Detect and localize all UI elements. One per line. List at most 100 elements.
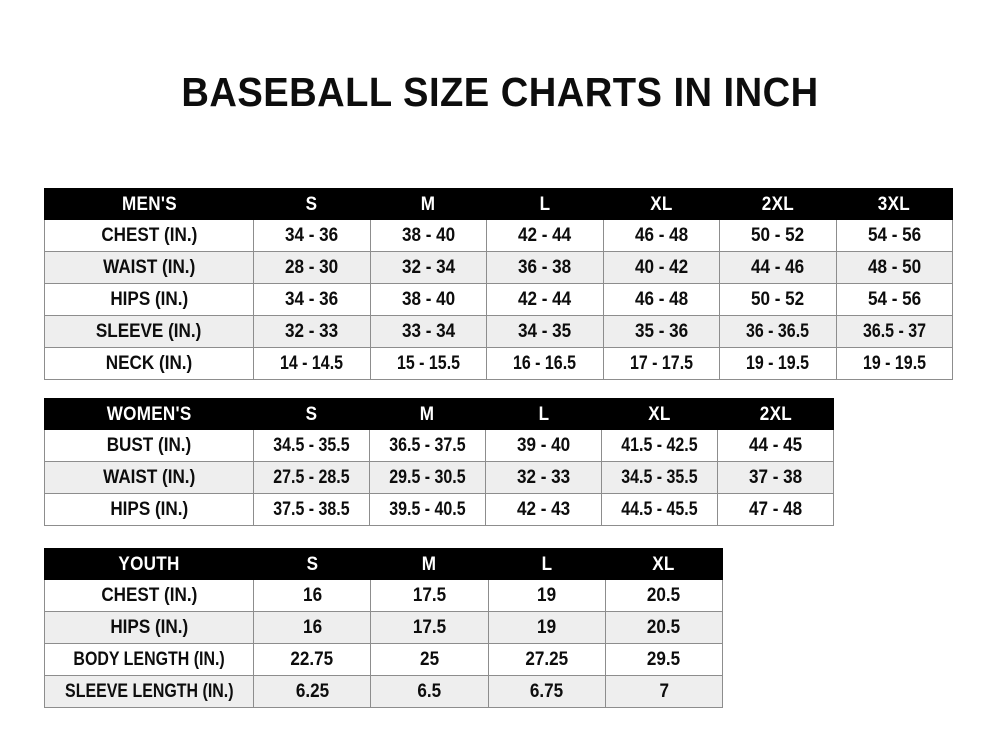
womens-waist-l: 32 - 33 bbox=[485, 461, 602, 494]
youth-chest-xl: 20.5 bbox=[604, 579, 724, 612]
mens-waist-s: 28 - 30 bbox=[253, 251, 371, 284]
youth-hips-s: 16 bbox=[252, 611, 372, 644]
womens-header-m: M bbox=[369, 398, 486, 430]
mens-waist-2xl: 44 - 46 bbox=[719, 251, 837, 284]
mens-waist-3xl: 48 - 50 bbox=[835, 251, 953, 284]
mens-chest-3xl: 54 - 56 bbox=[835, 219, 953, 252]
youth-header-m: M bbox=[370, 548, 489, 580]
womens-header-s: S bbox=[253, 398, 370, 430]
table-row: SLEEVE LENGTH (IN.) 6.25 6.5 6.75 7 bbox=[44, 675, 724, 708]
womens-bust-m: 36.5 - 37.5 bbox=[369, 429, 486, 462]
table-row: SLEEVE (IN.) 32 - 33 33 - 34 34 - 35 35 … bbox=[44, 315, 953, 348]
womens-size-chart-table: WOMEN'S S M L XL 2XL BUST (IN.) 34.5 - 3… bbox=[44, 398, 834, 526]
table-row: BODY LENGTH (IN.) 22.75 25 27.25 29.5 bbox=[44, 643, 724, 676]
womens-hips-2xl: 47 - 48 bbox=[717, 493, 834, 526]
mens-header-l: L bbox=[486, 188, 604, 220]
table-row: CHEST (IN.) 34 - 36 38 - 40 42 - 44 46 -… bbox=[44, 219, 953, 252]
mens-row-label-neck: NECK (IN.) bbox=[44, 347, 254, 380]
womens-header-l: L bbox=[485, 398, 602, 430]
mens-chest-m: 38 - 40 bbox=[369, 219, 487, 252]
youth-header-xl: XL bbox=[604, 548, 724, 580]
youth-row-label-sleeve-length: SLEEVE LENGTH (IN.) bbox=[44, 675, 254, 708]
mens-chest-xl: 46 - 48 bbox=[602, 219, 720, 252]
youth-hips-m: 17.5 bbox=[370, 611, 489, 644]
mens-header-category-label: MEN'S bbox=[121, 193, 177, 215]
womens-bust-xl: 41.5 - 42.5 bbox=[601, 429, 718, 462]
page-title: BASEBALL SIZE CHARTS IN INCH bbox=[181, 69, 819, 115]
youth-row-label-body-length: BODY LENGTH (IN.) bbox=[44, 643, 254, 676]
womens-header-category: WOMEN'S bbox=[44, 398, 254, 430]
mens-sleeve-s: 32 - 33 bbox=[253, 315, 371, 348]
youth-header-category: YOUTH bbox=[44, 548, 254, 580]
mens-sleeve-l: 34 - 35 bbox=[486, 315, 604, 348]
womens-waist-xl: 34.5 - 35.5 bbox=[601, 461, 718, 494]
womens-waist-2xl: 37 - 38 bbox=[717, 461, 834, 494]
womens-hips-xl: 44.5 - 45.5 bbox=[601, 493, 718, 526]
mens-waist-m: 32 - 34 bbox=[369, 251, 487, 284]
mens-waist-xl: 40 - 42 bbox=[602, 251, 720, 284]
mens-neck-l: 16 - 16.5 bbox=[486, 347, 604, 380]
youth-row-label-hips: HIPS (IN.) bbox=[44, 611, 254, 644]
mens-hips-m: 38 - 40 bbox=[369, 283, 487, 316]
mens-header-3xl: 3XL bbox=[835, 188, 953, 220]
womens-bust-s: 34.5 - 35.5 bbox=[253, 429, 370, 462]
mens-neck-xl: 17 - 17.5 bbox=[602, 347, 720, 380]
table-row: HIPS (IN.) 16 17.5 19 20.5 bbox=[44, 611, 724, 644]
youth-header-l: L bbox=[487, 548, 606, 580]
mens-hips-l: 42 - 44 bbox=[486, 283, 604, 316]
youth-body-length-m: 25 bbox=[370, 643, 489, 676]
youth-body-length-s: 22.75 bbox=[252, 643, 372, 676]
youth-row-label-chest: CHEST (IN.) bbox=[44, 579, 254, 612]
womens-waist-m: 29.5 - 30.5 bbox=[369, 461, 486, 494]
mens-sleeve-2xl: 36 - 36.5 bbox=[719, 315, 837, 348]
mens-size-chart-table: MEN'S S M L XL 2XL 3XL CHEST (IN.) 34 - … bbox=[44, 188, 953, 380]
womens-hips-l: 42 - 43 bbox=[485, 493, 602, 526]
table-row: NECK (IN.) 14 - 14.5 15 - 15.5 16 - 16.5… bbox=[44, 347, 953, 380]
mens-hips-xl: 46 - 48 bbox=[602, 283, 720, 316]
mens-header-category: MEN'S bbox=[44, 188, 254, 220]
mens-waist-l: 36 - 38 bbox=[486, 251, 604, 284]
table-row: CHEST (IN.) 16 17.5 19 20.5 bbox=[44, 579, 724, 612]
mens-row-label-waist: WAIST (IN.) bbox=[44, 251, 254, 284]
table-row: WAIST (IN.) 27.5 - 28.5 29.5 - 30.5 32 -… bbox=[44, 461, 834, 494]
womens-header-2xl: 2XL bbox=[717, 398, 834, 430]
womens-hips-s: 37.5 - 38.5 bbox=[253, 493, 370, 526]
youth-chest-s: 16 bbox=[252, 579, 372, 612]
mens-header-2xl: 2XL bbox=[719, 188, 837, 220]
mens-row-label-chest: CHEST (IN.) bbox=[44, 219, 254, 252]
youth-size-chart-table: YOUTH S M L XL CHEST (IN.) 16 17.5 19 20… bbox=[44, 548, 724, 708]
mens-sleeve-xl: 35 - 36 bbox=[602, 315, 720, 348]
womens-row-label-hips: HIPS (IN.) bbox=[44, 493, 254, 526]
youth-sleeve-length-s: 6.25 bbox=[252, 675, 372, 708]
youth-sleeve-length-m: 6.5 bbox=[370, 675, 489, 708]
youth-hips-l: 19 bbox=[487, 611, 606, 644]
mens-header-s: S bbox=[253, 188, 371, 220]
womens-header-xl: XL bbox=[601, 398, 718, 430]
table-row: HIPS (IN.) 37.5 - 38.5 39.5 - 40.5 42 - … bbox=[44, 493, 834, 526]
womens-waist-s: 27.5 - 28.5 bbox=[253, 461, 370, 494]
womens-row-label-waist: WAIST (IN.) bbox=[44, 461, 254, 494]
youth-body-length-l: 27.25 bbox=[487, 643, 606, 676]
youth-sleeve-length-l: 6.75 bbox=[487, 675, 606, 708]
womens-bust-2xl: 44 - 45 bbox=[717, 429, 834, 462]
mens-row-label-sleeve: SLEEVE (IN.) bbox=[44, 315, 254, 348]
mens-header-row: MEN'S S M L XL 2XL 3XL bbox=[44, 188, 953, 220]
mens-sleeve-m: 33 - 34 bbox=[369, 315, 487, 348]
mens-hips-3xl: 54 - 56 bbox=[835, 283, 953, 316]
mens-chest-2xl: 50 - 52 bbox=[719, 219, 837, 252]
mens-neck-s: 14 - 14.5 bbox=[253, 347, 371, 380]
mens-neck-m: 15 - 15.5 bbox=[369, 347, 487, 380]
womens-row-label-bust: BUST (IN.) bbox=[44, 429, 254, 462]
mens-header-m: M bbox=[369, 188, 487, 220]
womens-bust-l: 39 - 40 bbox=[485, 429, 602, 462]
youth-header-s: S bbox=[252, 548, 372, 580]
table-row: BUST (IN.) 34.5 - 35.5 36.5 - 37.5 39 - … bbox=[44, 429, 834, 462]
mens-hips-2xl: 50 - 52 bbox=[719, 283, 837, 316]
youth-header-row: YOUTH S M L XL bbox=[44, 548, 724, 580]
mens-neck-3xl: 19 - 19.5 bbox=[835, 347, 953, 380]
youth-chest-m: 17.5 bbox=[370, 579, 489, 612]
womens-header-row: WOMEN'S S M L XL 2XL bbox=[44, 398, 834, 430]
table-row: WAIST (IN.) 28 - 30 32 - 34 36 - 38 40 -… bbox=[44, 251, 953, 284]
mens-hips-s: 34 - 36 bbox=[253, 283, 371, 316]
